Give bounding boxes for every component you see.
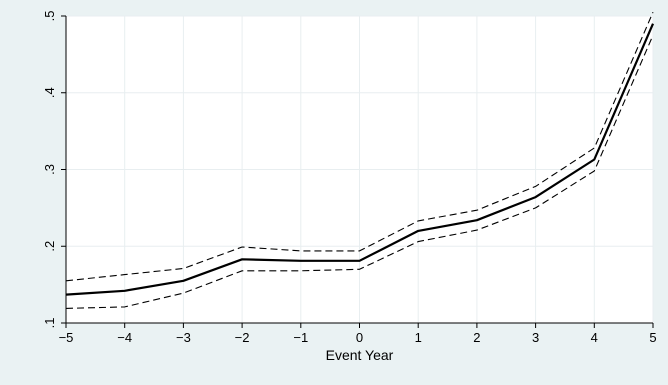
x-axis-title: Event Year [326,347,394,363]
x-tick-label: −4 [117,330,132,345]
y-tick-label: .2 [42,241,57,252]
confidence-bound-line-2 [65,34,654,309]
y-tick-label: .1 [42,318,57,329]
y-tick-label: .3 [42,164,57,175]
series-layer [65,11,655,309]
y-tick-label: .4 [42,87,57,98]
x-tick-label: 1 [415,330,422,345]
x-tick-label: 2 [473,330,480,345]
x-tick-label: −3 [176,330,191,345]
x-tick-label: 5 [649,330,656,345]
estimate-line [65,23,655,296]
x-tick-label: −5 [59,330,74,345]
axis-layer: −5 −4 −3 −2 −1 0 1 2 3 4 5 .1 .2 .3 .4 .5 [42,11,657,345]
x-tick-label: 3 [532,330,539,345]
x-tick-label: 0 [356,330,363,345]
x-tick-label: 4 [591,330,598,345]
x-tick-label: −1 [293,330,308,345]
y-tick-label: .5 [42,11,57,22]
confidence-bound-line-1 [65,11,654,282]
x-tick-label: −2 [235,330,250,345]
